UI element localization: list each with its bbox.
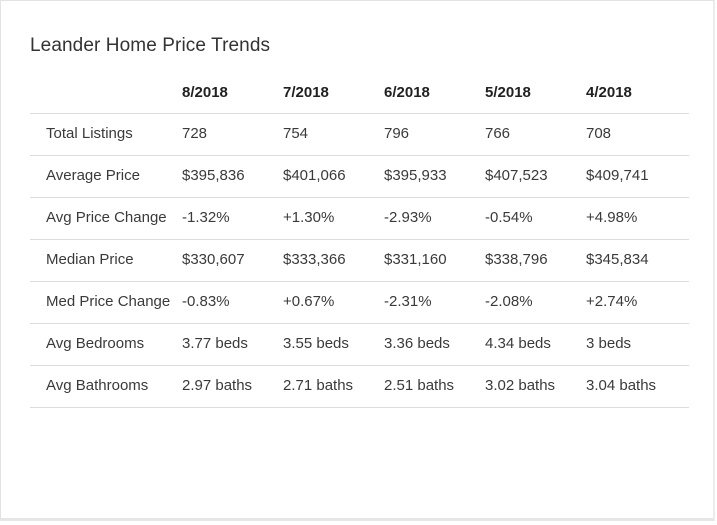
table-cell: 3.36 beds — [384, 323, 485, 366]
table-cell: 2.71 baths — [283, 365, 384, 408]
table-row: Avg Price Change -1.32% +1.30% -2.93% -0… — [30, 197, 689, 240]
row-label: Med Price Change — [30, 281, 182, 324]
table-row: Avg Bedrooms 3.77 beds 3.55 beds 3.36 be… — [30, 323, 689, 366]
table-row: Avg Bathrooms 2.97 baths 2.71 baths 2.51… — [30, 365, 689, 408]
table-cell: $407,523 — [485, 155, 586, 198]
table-cell: 2.51 baths — [384, 365, 485, 408]
column-header: 4/2018 — [586, 71, 689, 114]
table-cell: +0.67% — [283, 281, 384, 324]
table-row: Median Price $330,607 $333,366 $331,160 … — [30, 239, 689, 282]
table-cell: $345,834 — [586, 239, 689, 282]
table-cell: 3.77 beds — [182, 323, 283, 366]
row-label: Average Price — [30, 155, 182, 198]
table-cell: 3 beds — [586, 323, 689, 366]
table-cell: +1.30% — [283, 197, 384, 240]
table-cell: $333,366 — [283, 239, 384, 282]
table-row: Med Price Change -0.83% +0.67% -2.31% -2… — [30, 281, 689, 324]
row-label: Avg Bathrooms — [30, 365, 182, 408]
table-cell: +4.98% — [586, 197, 689, 240]
table-cell: $395,933 — [384, 155, 485, 198]
table-cell: -1.32% — [182, 197, 283, 240]
column-header: 5/2018 — [485, 71, 586, 114]
table-cell: $338,796 — [485, 239, 586, 282]
table-cell: -2.31% — [384, 281, 485, 324]
table-cell: -2.08% — [485, 281, 586, 324]
table-cell: $395,836 — [182, 155, 283, 198]
table-cell: $409,741 — [586, 155, 689, 198]
row-label: Median Price — [30, 239, 182, 282]
table-cell: 754 — [283, 113, 384, 156]
price-trends-table: 8/2018 7/2018 6/2018 5/2018 4/2018 Total… — [30, 71, 689, 408]
table-cell: -0.83% — [182, 281, 283, 324]
column-header: 6/2018 — [384, 71, 485, 114]
table-cell: 3.04 baths — [586, 365, 689, 408]
table-cell: -2.93% — [384, 197, 485, 240]
row-label: Avg Bedrooms — [30, 323, 182, 366]
column-header: 7/2018 — [283, 71, 384, 114]
table-cell: 728 — [182, 113, 283, 156]
table-row: Total Listings 728 754 796 766 708 — [30, 113, 689, 156]
card-title: Leander Home Price Trends — [30, 35, 271, 56]
table-cell: 3.02 baths — [485, 365, 586, 408]
table-cell: 708 — [586, 113, 689, 156]
table-row: Average Price $395,836 $401,066 $395,933… — [30, 155, 689, 198]
table-header-row: 8/2018 7/2018 6/2018 5/2018 4/2018 — [30, 71, 689, 114]
table-cell: +2.74% — [586, 281, 689, 324]
table-cell: -0.54% — [485, 197, 586, 240]
table-cell: $331,160 — [384, 239, 485, 282]
column-header: 8/2018 — [182, 71, 283, 114]
row-label: Avg Price Change — [30, 197, 182, 240]
table-cell: 3.55 beds — [283, 323, 384, 366]
row-label: Total Listings — [30, 113, 182, 156]
header-row-label — [30, 71, 182, 114]
table-cell: 2.97 baths — [182, 365, 283, 408]
table-cell: $330,607 — [182, 239, 283, 282]
table-cell: 766 — [485, 113, 586, 156]
table-cell: $401,066 — [283, 155, 384, 198]
table-cell: 4.34 beds — [485, 323, 586, 366]
table-cell: 796 — [384, 113, 485, 156]
